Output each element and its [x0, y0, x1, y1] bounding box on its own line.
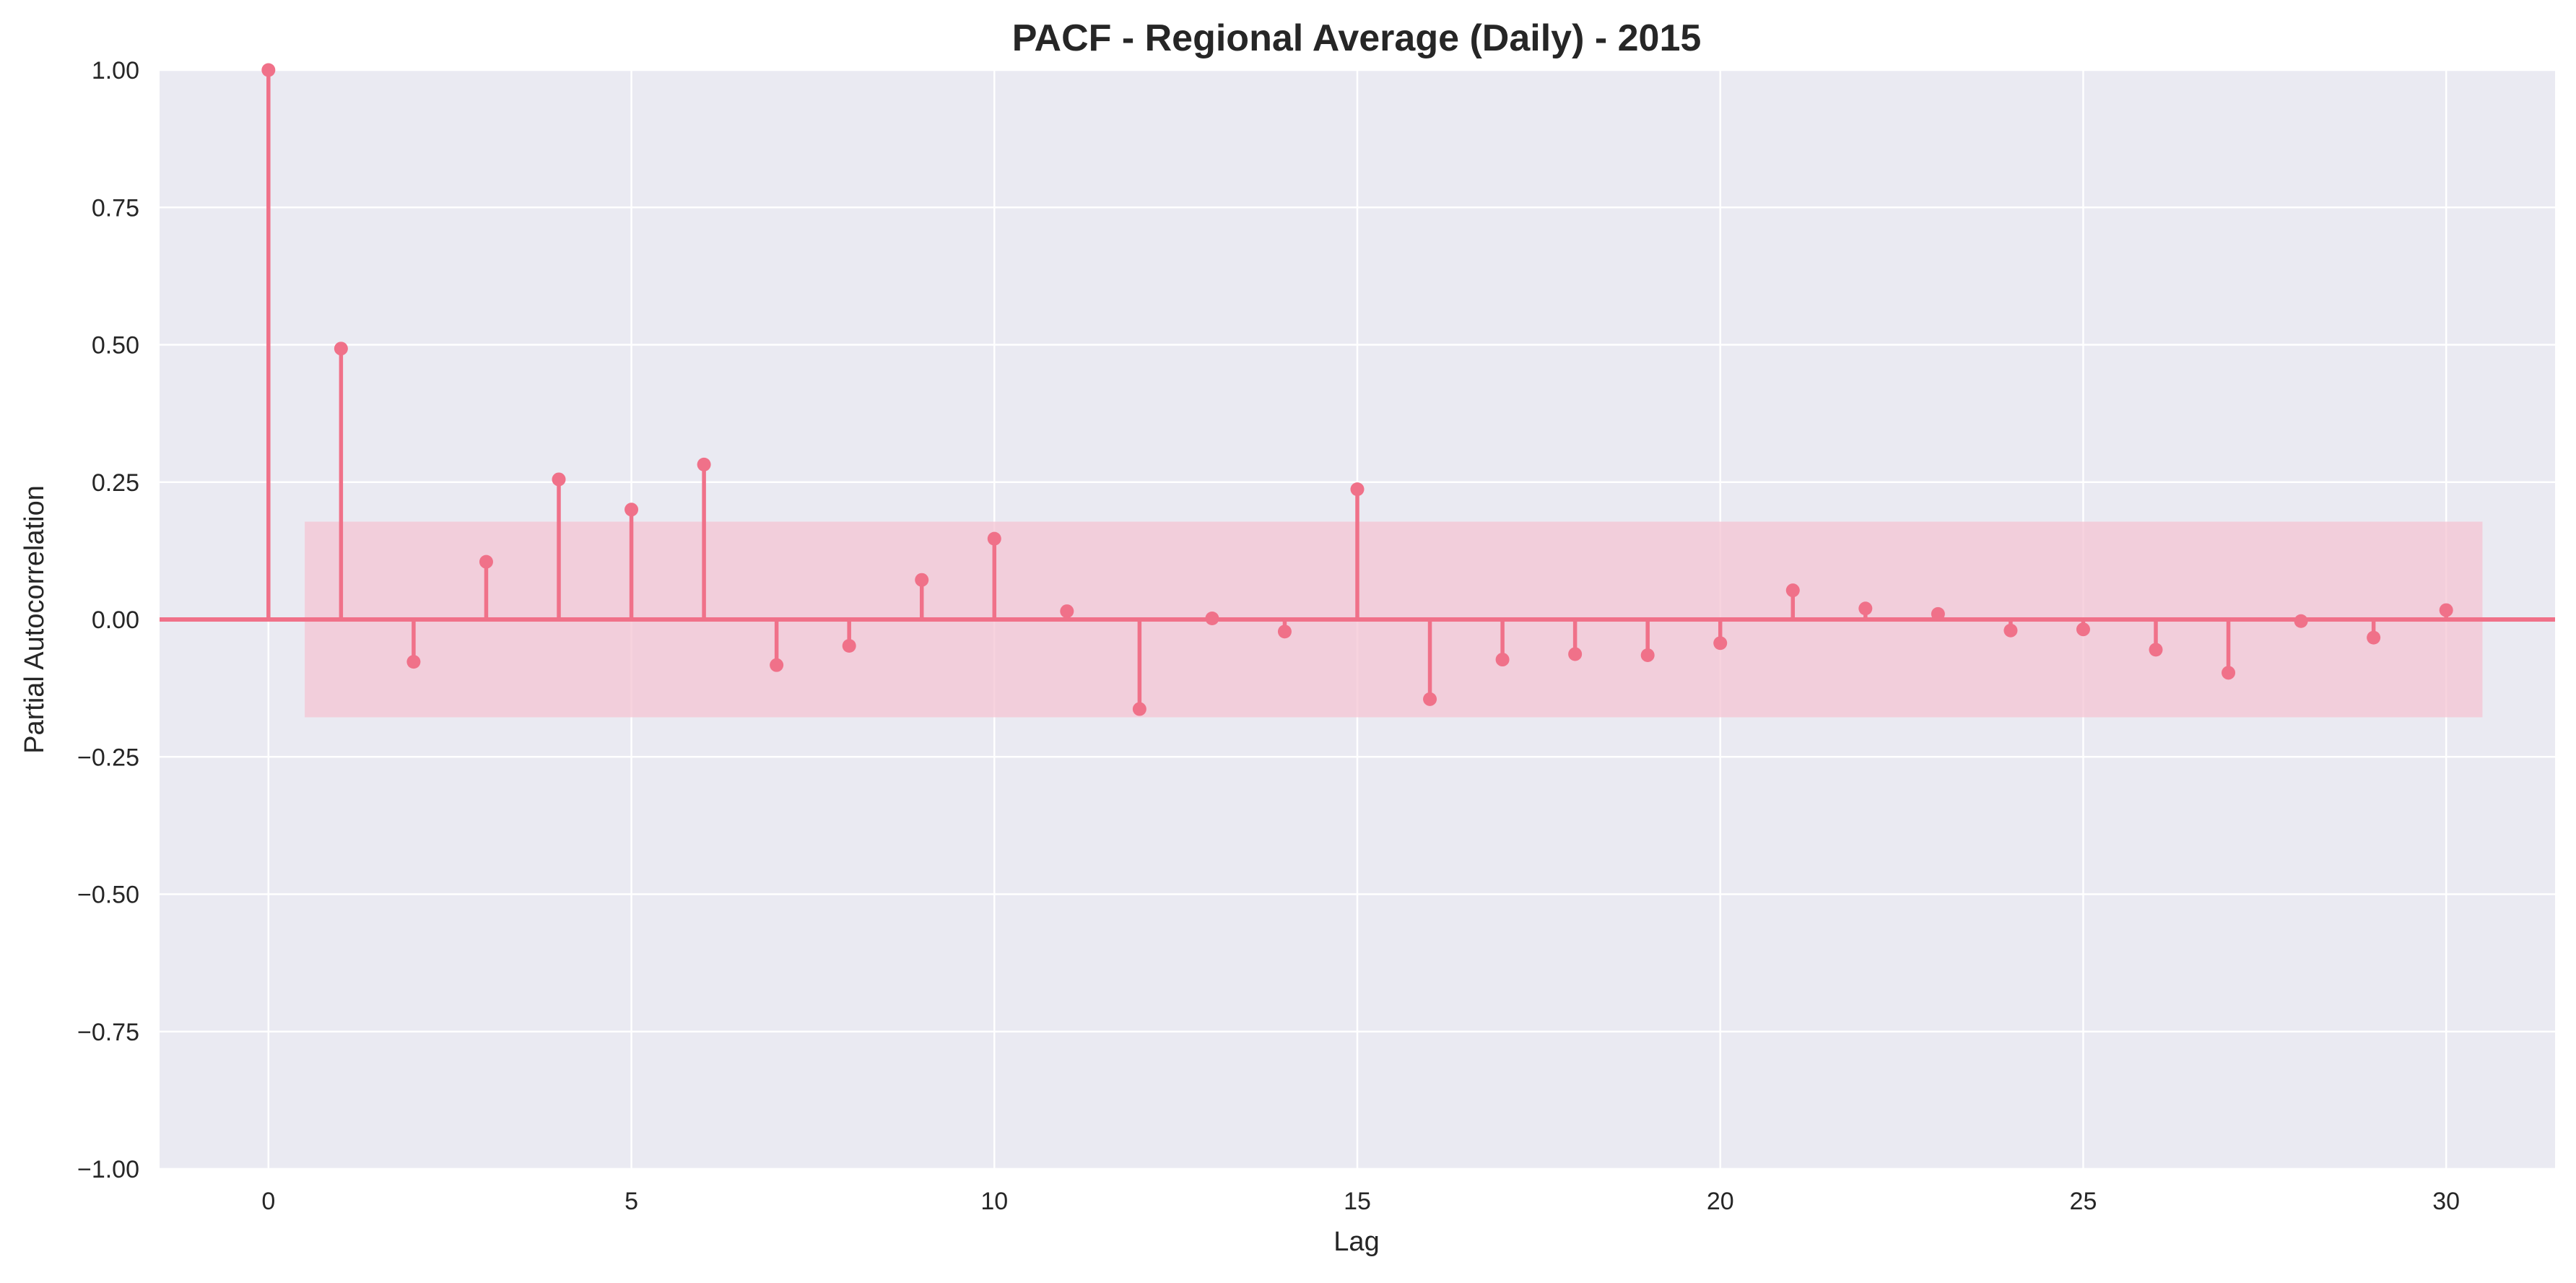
marker-lag-2: [406, 655, 421, 669]
y-tick-label: −1.00: [77, 1156, 139, 1183]
marker-lag-19: [1640, 648, 1655, 662]
y-tick-label: 0.25: [92, 469, 139, 497]
y-tick-label: −0.75: [77, 1019, 139, 1046]
x-tick-label: 20: [1707, 1188, 1734, 1215]
marker-lag-18: [1568, 647, 1583, 661]
y-tick-label: 0.50: [92, 332, 139, 360]
y-tick-label: −0.50: [77, 882, 139, 909]
marker-lag-12: [1132, 702, 1146, 716]
marker-lag-13: [1205, 611, 1219, 625]
marker-lag-6: [697, 457, 711, 471]
marker-lag-7: [770, 658, 784, 672]
marker-lag-11: [1060, 604, 1074, 619]
marker-lag-4: [552, 472, 566, 487]
y-tick-labels: −1.00 −0.75 −0.50 −0.25 0.00 0.25 0.50 0.75 1.00: [77, 57, 139, 1183]
x-tick-label: 30: [2432, 1188, 2460, 1215]
marker-lag-30: [2439, 603, 2453, 617]
x-tick-label: 15: [1344, 1188, 1371, 1215]
markers-layer: [261, 63, 2453, 716]
marker-lag-5: [625, 503, 639, 517]
x-tick-label: 5: [625, 1188, 638, 1215]
x-tick-label: 10: [980, 1188, 1008, 1215]
chart-title: PACF - Regional Average (Daily) - 2015: [1012, 17, 1702, 59]
marker-lag-15: [1350, 482, 1365, 497]
x-tick-label: 0: [261, 1188, 275, 1215]
x-tick-label: 25: [2070, 1188, 2097, 1215]
marker-lag-0: [261, 63, 276, 77]
marker-lag-29: [2367, 630, 2381, 645]
marker-lag-14: [1277, 625, 1292, 639]
marker-lag-1: [334, 342, 348, 356]
marker-lag-23: [1931, 606, 1945, 621]
marker-lag-21: [1785, 583, 1800, 598]
gridlines: [160, 69, 2555, 1170]
marker-lag-27: [2222, 666, 2236, 680]
marker-lag-20: [1713, 636, 1728, 651]
marker-lag-26: [2149, 643, 2163, 657]
marker-lag-17: [1495, 653, 1510, 667]
marker-lag-10: [987, 531, 1001, 546]
x-tick-labels: 0 5 10 15 20 25 30: [261, 1188, 2460, 1215]
marker-lag-3: [479, 554, 493, 569]
y-axis-label: Partial Autocorrelation: [19, 485, 50, 754]
y-tick-label: 0.75: [92, 194, 139, 222]
marker-lag-24: [2003, 623, 2018, 638]
x-axis-label: Lag: [1333, 1227, 1379, 1257]
marker-lag-28: [2294, 614, 2308, 628]
y-tick-label: −0.25: [77, 744, 139, 771]
marker-lag-16: [1423, 692, 1437, 706]
y-tick-label: 0.00: [92, 606, 139, 634]
marker-lag-22: [1858, 601, 1873, 616]
marker-lag-25: [2076, 622, 2090, 637]
y-tick-label: 1.00: [92, 57, 139, 84]
marker-lag-8: [842, 639, 856, 653]
marker-lag-9: [915, 573, 929, 587]
